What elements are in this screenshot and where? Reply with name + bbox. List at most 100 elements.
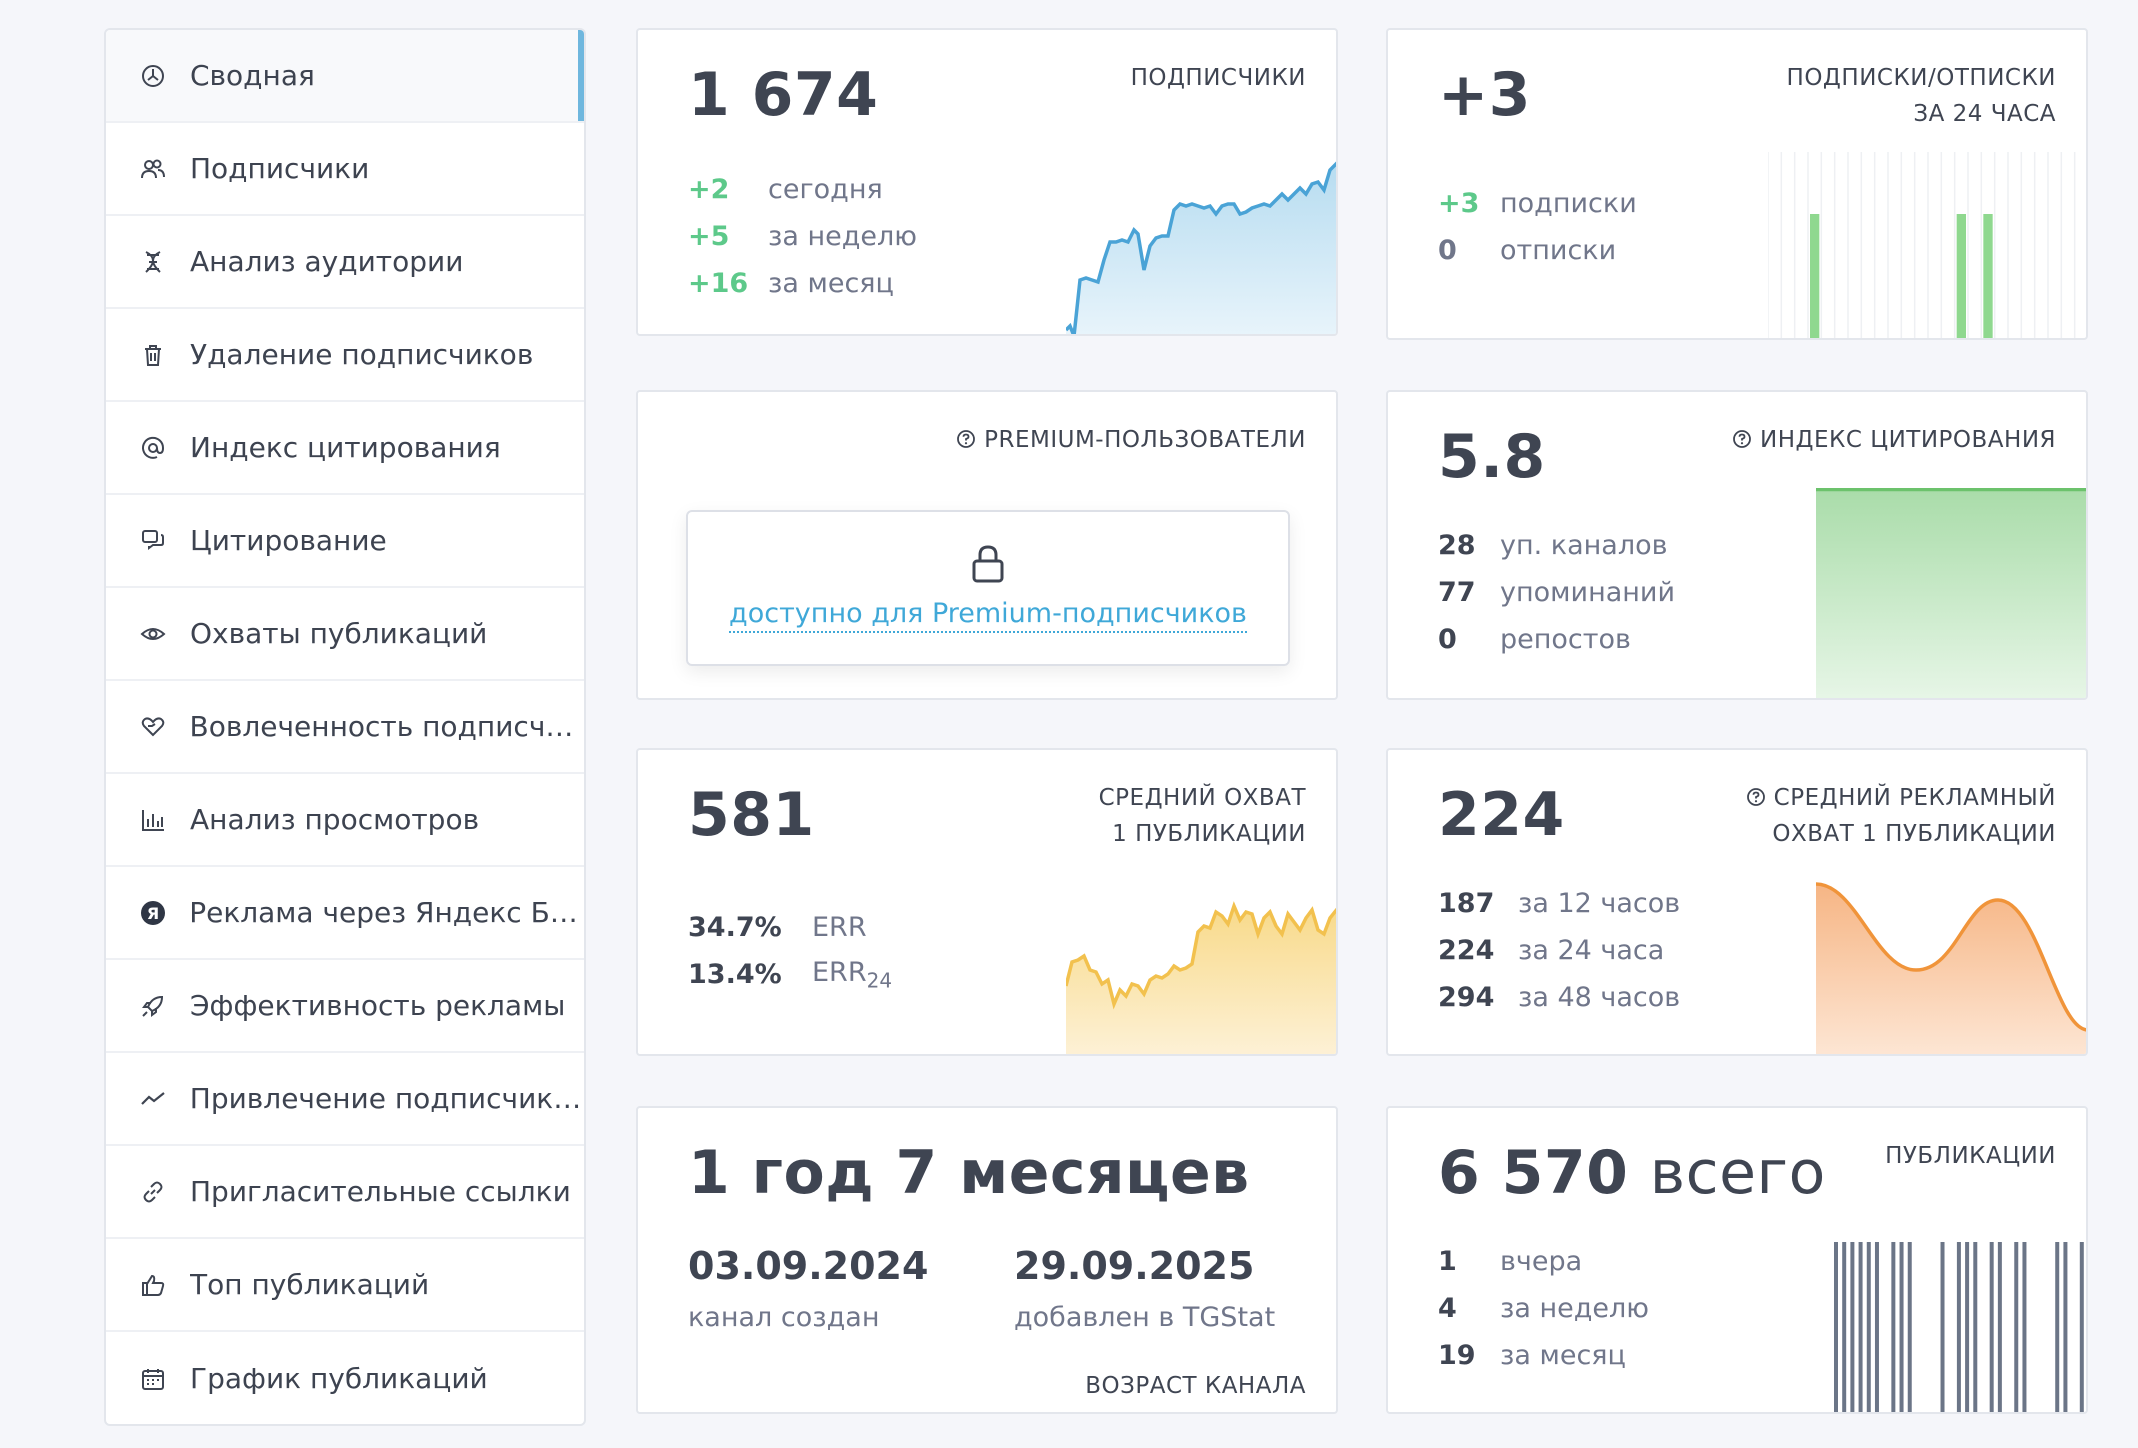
publication-bar	[1956, 1242, 1961, 1412]
publication-bar	[1965, 1242, 1970, 1412]
sidebar-item-label: Пригласительные ссылки	[190, 1175, 571, 1208]
added-date-block: 29.09.2025 добавлен в TGStat	[1014, 1244, 1275, 1333]
stat-row: 13.4% ERR24	[688, 956, 893, 993]
sidebar-item-label: Охваты публикаций	[190, 617, 488, 650]
trash-icon	[138, 340, 168, 370]
publication-bar	[1940, 1242, 1945, 1412]
subscribe-bar	[1810, 214, 1820, 338]
sidebar-item-label: График публикаций	[190, 1362, 488, 1395]
subscribers-count: 1 674	[688, 60, 879, 130]
subs-unsubs-count: +3	[1438, 60, 1532, 130]
created-date: 03.09.2024	[688, 1244, 929, 1288]
publication-bar	[1973, 1242, 1978, 1412]
publication-bar	[1850, 1242, 1855, 1412]
sidebar-item-6[interactable]: Охваты публикаций	[106, 588, 584, 681]
channel-age-title: ВОЗРАСТ КАНАЛА	[1085, 1373, 1306, 1399]
stat-row: +2 сегодня	[688, 174, 883, 205]
publication-bar	[1866, 1242, 1871, 1412]
added-label: добавлен в TGStat	[1014, 1302, 1276, 1333]
avg-ad-reach-stats: 187 за 12 часов 224 за 24 часа 294 за 48 ча…	[1438, 880, 1680, 1021]
subs-unsubs-card[interactable]: +3 ПОДПИСКИ/ОТПИСКИ ЗА 24 ЧАСА +3 подписк…	[1386, 28, 2088, 340]
sidebar-item-14[interactable]: График публикаций	[106, 1332, 584, 1424]
channel-age-value: 1 год 7 месяцев	[688, 1138, 1250, 1208]
publication-bar	[1834, 1242, 1838, 1412]
sidebar-item-label: Индекс цитирования	[190, 431, 501, 464]
stat-row: +3 подписки	[1438, 188, 1637, 219]
sidebar-item-2[interactable]: Анализ аудитории	[106, 216, 584, 309]
sidebar-item-13[interactable]: Топ публикаций	[106, 1239, 584, 1332]
dashboard-icon	[138, 61, 168, 91]
avg-ad-reach-card[interactable]: 224 СРЕДНИЙ РЕКЛАМНЫЙ ОХВАТ 1 ПУБЛИКАЦИИ…	[1386, 748, 2088, 1056]
sidebar-item-label: Анализ просмотров	[190, 803, 480, 836]
sidebar-item-0[interactable]: Сводная	[106, 30, 584, 123]
thumbs-up-icon	[138, 1270, 168, 1300]
sidebar-item-label: Удаление подписчиков	[190, 338, 534, 371]
at-icon	[138, 433, 168, 463]
stat-row: 294 за 48 часов	[1438, 982, 1681, 1013]
stat-row: 187 за 12 часов	[1438, 888, 1681, 919]
premium-link[interactable]: доступно для Premium-подписчиков	[729, 598, 1247, 633]
sidebar: Сводная Подписчики Анализ аудитории Удалени…	[104, 28, 586, 1426]
stat-row: 224 за 24 часа	[1438, 935, 1665, 966]
sidebar-item-9[interactable]: Я Реклама через Яндекс Би...	[106, 867, 584, 960]
sidebar-item-label: Анализ аудитории	[190, 245, 464, 278]
subscribe-bar	[1983, 214, 1993, 338]
sidebar-item-label: Сводная	[190, 59, 315, 92]
sidebar-item-label: Подписчики	[190, 152, 370, 185]
publication-bar	[2063, 1242, 2068, 1412]
trend-icon	[138, 1084, 168, 1114]
sidebar-item-7[interactable]: Вовлеченность подписчи...	[106, 681, 584, 774]
publication-bar	[1874, 1242, 1879, 1412]
publication-bar	[2055, 1242, 2060, 1412]
publications-card[interactable]: 6 570 всего ПУБЛИКАЦИИ 1 вчера 4 за неделю…	[1386, 1106, 2088, 1414]
subscribers-sparkline	[1066, 161, 1336, 334]
subs-unsubs-stats: +3 подписки 0 отписки	[1438, 180, 1637, 274]
sidebar-item-12[interactable]: Пригласительные ссылки	[106, 1146, 584, 1239]
sidebar-item-label: Реклама через Яндекс Би...	[189, 896, 584, 929]
sidebar-item-11[interactable]: Привлечение подписчиков	[106, 1053, 584, 1146]
avg-ad-reach-value: 224	[1438, 780, 1565, 850]
lock-icon	[972, 544, 1004, 582]
sidebar-item-8[interactable]: Анализ просмотров	[106, 774, 584, 867]
sidebar-item-1[interactable]: Подписчики	[106, 123, 584, 216]
stat-row: 4 за неделю	[1438, 1293, 1650, 1324]
sidebar-item-label: Топ публикаций	[190, 1268, 430, 1301]
channel-age-card: 1 год 7 месяцев 03.09.2024 канал создан …	[636, 1106, 1338, 1414]
avg-ad-reach-title: СРЕДНИЙ РЕКЛАМНЫЙ ОХВАТ 1 ПУБЛИКАЦИИ	[1746, 780, 2056, 852]
citation-index-card[interactable]: 5.8 ИНДЕКС ЦИТИРОВАНИЯ 28 уп. каналов 77 у…	[1386, 390, 2088, 700]
stat-row: 77 упоминаний	[1438, 577, 1676, 608]
citation-index-value: 5.8	[1438, 422, 1546, 492]
avg-ad-reach-curve	[1816, 882, 2086, 1054]
dna-icon	[138, 247, 168, 277]
added-date: 29.09.2025	[1014, 1244, 1255, 1288]
svg-text:Я: Я	[146, 904, 158, 923]
created-date-block: 03.09.2024 канал создан	[688, 1244, 928, 1333]
premium-card: PREMIUM-ПОЛЬЗОВАТЕЛИ доступно для Premiu…	[636, 390, 1338, 700]
citation-area-chart	[1816, 488, 2086, 698]
rocket-icon	[138, 991, 168, 1021]
sidebar-item-3[interactable]: Удаление подписчиков	[106, 309, 584, 402]
stat-row: 19 за месяц	[1438, 1340, 1626, 1371]
users-icon	[138, 154, 168, 184]
stat-row: +5 за неделю	[688, 221, 918, 252]
help-icon[interactable]	[1732, 429, 1752, 449]
subscribers-title: ПОДПИСЧИКИ	[1130, 65, 1306, 91]
subscribers-card[interactable]: 1 674 ПОДПИСЧИКИ +2 сегодня +5 за неделю +…	[636, 28, 1338, 336]
stat-row: 0 отписки	[1438, 235, 1617, 266]
avg-reach-stats: 34.7% ERR 13.4% ERR24	[688, 904, 892, 998]
subs-unsubs-bars	[1768, 152, 2076, 338]
help-icon[interactable]	[1746, 787, 1766, 807]
publication-bar	[1997, 1242, 2002, 1412]
publication-bar	[2022, 1242, 2027, 1412]
publication-bar	[1899, 1242, 1904, 1412]
sidebar-item-label: Эффективность рекламы	[190, 989, 566, 1022]
sidebar-item-10[interactable]: Эффективность рекламы	[106, 960, 584, 1053]
eye-icon	[138, 619, 168, 649]
avg-reach-card[interactable]: 581 СРЕДНИЙ ОХВАТ 1 ПУБЛИКАЦИИ 34.7% ERR …	[636, 748, 1338, 1056]
premium-title: PREMIUM-ПОЛЬЗОВАТЕЛИ	[956, 422, 1306, 458]
calendar-icon	[138, 1364, 168, 1394]
help-icon[interactable]	[956, 429, 976, 449]
publication-bar	[1891, 1242, 1896, 1412]
sidebar-item-5[interactable]: Цитирование	[106, 495, 584, 588]
sidebar-item-4[interactable]: Индекс цитирования	[106, 402, 584, 495]
